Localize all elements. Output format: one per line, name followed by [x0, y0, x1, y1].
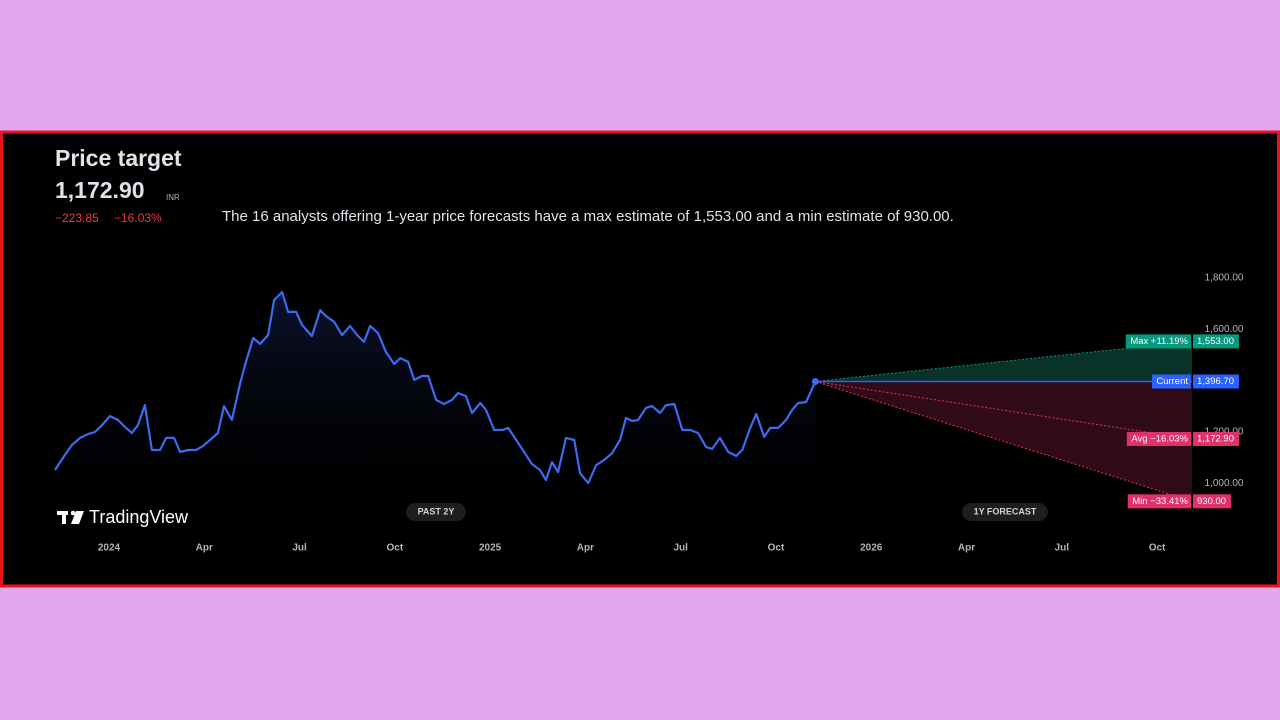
x-tick-label: Oct [1149, 543, 1166, 554]
forecast-value: 1,172.90 [1197, 433, 1234, 444]
forecast-value: 1,553.00 [1197, 336, 1234, 347]
brand-logo [57, 510, 84, 524]
forecast-line [815, 340, 1193, 383]
forecast-label: 1Y FORECAST [974, 506, 1037, 516]
forecast-name: Avg −16.03% [1131, 433, 1188, 444]
forecast-name: Max +11.19% [1130, 336, 1188, 347]
forecast-name-box [1127, 494, 1191, 509]
forecast-value-box [1193, 374, 1239, 389]
forecast-line [815, 381, 1193, 440]
forecast-line [815, 381, 1193, 502]
forecast-name: Min −33.41% [1132, 496, 1188, 507]
price: 1,172.90 [55, 177, 145, 203]
forecast-value: 1,396.70 [1197, 376, 1234, 387]
forecast-name-box [1151, 374, 1191, 389]
y-tick-label: 1,600.00 [1205, 324, 1244, 335]
x-tick-label: Oct [768, 543, 785, 554]
past-label: PAST 2Y [418, 506, 455, 516]
past-pill [406, 503, 466, 521]
forecast-name: Current [1156, 376, 1188, 387]
series-line [54, 291, 817, 485]
x-tick-label: Apr [958, 543, 975, 554]
forecast-value-box [1193, 494, 1232, 509]
currency: INR [166, 193, 180, 202]
series-area [55, 292, 816, 527]
y-tick-label: 1,000.00 [1205, 478, 1244, 489]
forecast-value-box [1193, 334, 1239, 349]
forecast-value: 930.00 [1197, 496, 1226, 507]
title: Price target [55, 145, 182, 171]
description: The 16 analysts offering 1-year price fo… [222, 208, 954, 225]
brand: TradingView [89, 507, 189, 527]
y-tick-label: 1,800.00 [1205, 273, 1244, 284]
forecast-value-box [1193, 431, 1239, 446]
x-tick-label: 2026 [860, 543, 883, 554]
forecast-name-box [1126, 431, 1191, 446]
forecast-pill [962, 503, 1048, 521]
x-tick-label: Apr [577, 543, 594, 554]
x-tick-label: Oct [386, 543, 403, 554]
change-pct: −16.03% [114, 211, 162, 225]
current-dot [811, 378, 819, 386]
x-tick-label: 2025 [479, 543, 502, 554]
x-tick-label: 2024 [98, 543, 121, 554]
plot: 1,000.001,200.001,600.001,800.002024AprJ… [54, 273, 1244, 554]
x-tick-label: Jul [673, 543, 688, 554]
x-tick-label: Jul [292, 543, 307, 554]
x-tick-label: Apr [196, 543, 213, 554]
change: −223.85 [55, 211, 99, 225]
forecast-name-box [1125, 334, 1191, 349]
x-tick-label: Jul [1055, 543, 1070, 554]
